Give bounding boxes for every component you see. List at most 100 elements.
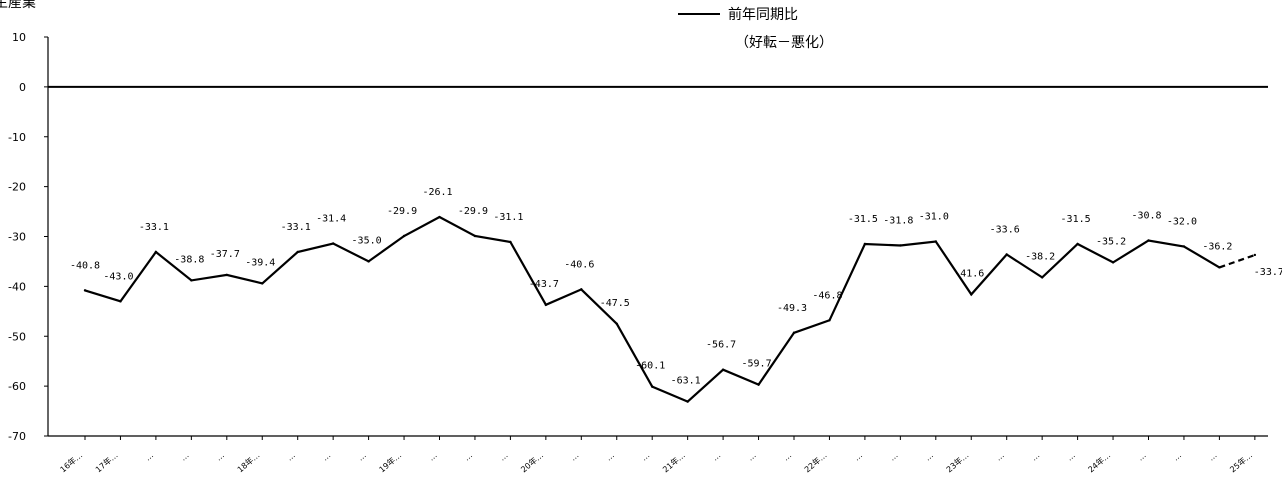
data-label: -29.9	[458, 206, 488, 217]
data-label: -49.3	[777, 303, 807, 314]
data-point	[1111, 261, 1115, 264]
data-point	[261, 282, 264, 285]
data-point	[580, 288, 583, 291]
data-point	[331, 242, 335, 245]
data-point	[1218, 266, 1221, 269]
data-point	[934, 240, 937, 243]
data-label: -33.1	[139, 222, 169, 233]
data-point	[899, 244, 902, 247]
x-tick-label: …	[1171, 451, 1183, 463]
data-point	[154, 250, 158, 254]
data-label: -37.7	[210, 249, 240, 260]
data-point	[438, 215, 441, 219]
data-label: -60.1	[635, 361, 665, 372]
x-tick-label: …	[852, 451, 864, 463]
data-point	[686, 400, 689, 403]
series-line-forecast	[1219, 253, 1256, 269]
data-label: -31.4	[316, 213, 346, 224]
y-tick-label: -70	[8, 430, 26, 443]
data-label: -63.1	[671, 376, 701, 387]
data-label: -26.1	[422, 187, 452, 198]
data-label: -32.0	[1167, 216, 1197, 227]
data-point	[544, 303, 548, 307]
x-tick-label: …	[1065, 451, 1077, 463]
y-tick-label: -10	[8, 131, 26, 144]
data-point	[225, 273, 228, 277]
data-point	[83, 289, 87, 292]
data-point	[1253, 253, 1257, 257]
x-tick-label: 25年…	[1228, 450, 1254, 474]
data-label: -31.5	[1061, 214, 1091, 225]
data-point	[1147, 239, 1150, 242]
x-tick-label: …	[498, 451, 510, 463]
data-point	[190, 279, 193, 282]
x-tick-label: …	[640, 451, 652, 463]
series-lines	[83, 215, 1257, 403]
data-point	[757, 383, 760, 386]
x-tick-label: 17年…	[93, 450, 119, 474]
data-label: -38.2	[1025, 251, 1055, 262]
data-label: -29.9	[387, 206, 417, 217]
data-label: -56.7	[706, 340, 736, 351]
x-tick-label: …	[604, 451, 616, 463]
legend: 前年同期比 （好転－悪化）	[678, 6, 833, 51]
x-tick-label: …	[888, 451, 900, 463]
data-label: -31.1	[493, 212, 523, 223]
x-tick-label: 20年…	[519, 450, 545, 474]
data-point	[296, 250, 299, 254]
legend-sublabel: （好転－悪化）	[735, 35, 833, 51]
data-point	[119, 300, 122, 303]
x-tick-label: 18年…	[235, 450, 261, 474]
data-label: -41.6	[954, 268, 984, 279]
x-tick-label: 24年…	[1086, 450, 1112, 474]
data-point	[509, 240, 512, 244]
data-label: -47.5	[600, 298, 630, 309]
x-tick-label: …	[710, 451, 722, 463]
series-line	[84, 215, 1220, 403]
x-tick-label: 16年…	[58, 450, 84, 474]
data-label: -38.8	[174, 254, 204, 265]
data-point	[1182, 245, 1186, 248]
data-point	[651, 385, 654, 388]
x-tick-label: …	[356, 451, 368, 463]
chart-title: 生産業	[0, 0, 36, 11]
data-label: -40.6	[564, 259, 594, 270]
data-point	[615, 322, 618, 325]
data-point	[367, 260, 370, 263]
x-tick-label: 21年…	[660, 450, 686, 474]
data-label: -31.0	[919, 211, 949, 222]
data-point	[1005, 253, 1008, 256]
y-tick-label: -40	[8, 280, 26, 293]
x-tick-label: 23年…	[944, 450, 970, 474]
x-tick-label: …	[214, 451, 226, 463]
data-label: -31.8	[883, 215, 913, 226]
data-label: -35.2	[1096, 236, 1126, 247]
data-point	[863, 242, 867, 246]
x-tick-label: …	[285, 451, 297, 463]
x-tick-label: …	[781, 451, 793, 463]
x-tick-label: …	[923, 451, 935, 463]
x-tick-label: …	[994, 451, 1006, 463]
data-label: -36.2	[1202, 241, 1232, 252]
y-tick-label: -50	[8, 330, 26, 343]
x-tick-label: …	[427, 451, 439, 463]
data-label: -33.6	[990, 224, 1020, 235]
data-point	[1076, 242, 1079, 246]
x-tick-label: …	[1207, 451, 1219, 463]
y-tick-label: -20	[8, 181, 26, 194]
y-tick-labels: 10 0 -10 -20 -30 -40 -50 -60 -70	[8, 31, 26, 443]
data-label: -30.8	[1131, 210, 1161, 221]
data-point	[473, 234, 477, 238]
data-label: -43.0	[103, 271, 133, 282]
data-point	[970, 293, 973, 296]
data-point	[721, 368, 725, 371]
data-labels: -40.8-43.0 -33.1 -38.8 -37.7 -39.4 -33.1 -31.4…	[70, 187, 1282, 387]
x-tick-label: …	[746, 451, 758, 463]
data-label: -43.7	[529, 279, 559, 290]
x-tick-label: …	[569, 451, 581, 463]
x-tick-label: …	[179, 451, 191, 463]
data-label: -33.1	[281, 222, 311, 233]
data-label: -35.0	[352, 235, 382, 246]
